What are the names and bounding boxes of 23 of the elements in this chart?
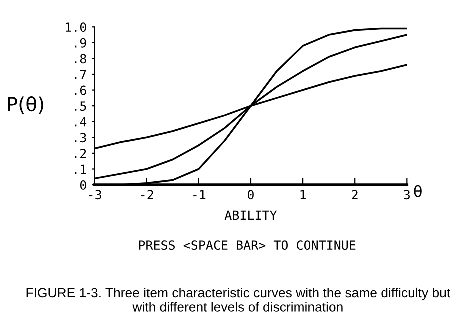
- x-tick-label: 2: [352, 190, 358, 200]
- y-tick-label: 0: [80, 180, 86, 190]
- caption: FIGURE 1-3. Three item characteristic curves with the same difficulty but with different levels of discrimination: [26, 288, 450, 312]
- y-tick-label: .9: [75, 38, 86, 48]
- y-tick-label: .2: [75, 148, 86, 158]
- y-tick-label: .1: [75, 164, 86, 174]
- y-axis-title: P(θ): [8, 96, 44, 114]
- text: θ: [414, 185, 422, 198]
- y-tick-label: .5: [75, 102, 86, 112]
- x-tick-label: -1: [194, 190, 206, 200]
- y-tick-label: .4: [75, 118, 87, 127]
- x-tick-label: 3: [404, 190, 410, 200]
- y-tick-label: 1.0: [66, 22, 86, 32]
- x-tick-label: -3: [89, 190, 102, 200]
- y-tick-label: .8: [75, 54, 86, 64]
- x-axis-title: ABILITY: [224, 210, 278, 220]
- x-tick-label: 1: [300, 190, 306, 200]
- x-tick-label: 0: [248, 190, 254, 200]
- y-tick-label: .6: [75, 86, 86, 96]
- y-tick-label: .3: [75, 133, 86, 143]
- text: PRESS <SPACE BAR> TO CONTINUE: [139, 240, 356, 250]
- y-tick-label: .7: [75, 70, 86, 80]
- x-tick-label: -2: [142, 190, 154, 200]
